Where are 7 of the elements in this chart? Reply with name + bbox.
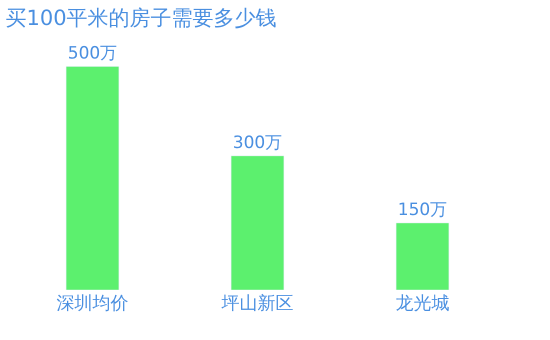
x-tick-label: 深圳均价 [56,293,128,314]
data-label: 150万 [398,200,448,220]
x-tick-label: 龙光城 [396,293,450,314]
data-label: 500万 [68,43,118,64]
x-tick-label: 坪山新区 [220,293,294,314]
data-label: 300万 [232,132,282,153]
chart-title: 买100平米的房子需要多少钱 [6,6,277,30]
